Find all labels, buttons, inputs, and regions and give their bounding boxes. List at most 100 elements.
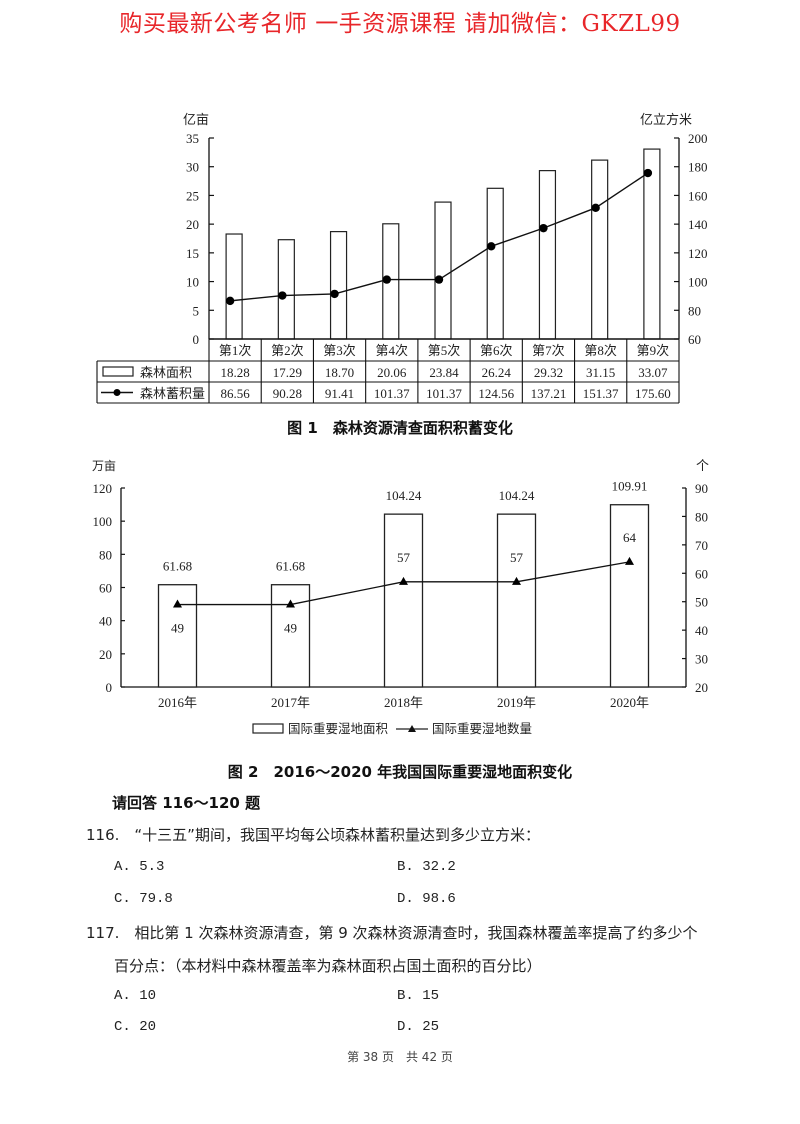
fig2-category: 2018年 xyxy=(384,695,423,710)
fig1-right-tick: 80 xyxy=(688,303,701,318)
fig1-bar xyxy=(486,187,504,340)
fig1-stock-value: 124.56 xyxy=(478,386,514,401)
fig2-point xyxy=(625,556,634,565)
fig1-right-tick: 180 xyxy=(688,160,708,175)
fig2-bar xyxy=(383,513,424,688)
fig1-right-tick: 200 xyxy=(688,131,708,146)
q116-option-a[interactable]: A. 5.3 xyxy=(114,859,165,875)
fig1-point xyxy=(591,203,600,213)
fig1-stock-value: 101.37 xyxy=(374,386,410,401)
fig2-line-label: 49 xyxy=(171,621,184,636)
fig2-right-tick: 70 xyxy=(695,538,708,553)
figure1-chart: 亿亩 亿立方米 0 5 10 15 20 25 30 35 60 80 100 120 140 160 18… xyxy=(96,112,708,404)
fig1-left-tick: 10 xyxy=(186,275,199,290)
fig1-stock-value: 86.56 xyxy=(220,386,250,401)
fig2-bar-label: 104.24 xyxy=(386,488,422,503)
row1-label: 森林面积 xyxy=(140,365,192,380)
fig1-right-tick: 60 xyxy=(688,332,701,347)
fig1-bar xyxy=(434,201,452,340)
fig1-point xyxy=(330,289,339,299)
fig1-area-value: 33.07 xyxy=(638,365,668,380)
fig1-point xyxy=(278,291,287,300)
fig1-left-tick: 30 xyxy=(186,160,199,175)
q116-option-b[interactable]: B. 32.2 xyxy=(397,859,456,875)
fig2-left-tick: 0 xyxy=(106,680,113,695)
fig1-stock-value: 101.37 xyxy=(426,386,462,401)
fig2-line-label: 57 xyxy=(510,550,524,565)
fig2-point xyxy=(512,576,521,585)
fig2-bar-label: 104.24 xyxy=(499,488,535,503)
fig2-right-tick: 90 xyxy=(695,481,708,496)
fig1-area-value: 20.06 xyxy=(377,365,407,380)
fig1-category: 第7次 xyxy=(532,343,565,358)
fig2-point xyxy=(173,599,182,608)
fig2-right-tick: 50 xyxy=(695,595,708,610)
q117-option-b[interactable]: B. 15 xyxy=(397,988,440,1004)
legend-bar-label: 国际重要湿地面积 xyxy=(288,721,388,736)
fig2-right-tick: 80 xyxy=(695,509,708,524)
q117-option-a[interactable]: A. 10 xyxy=(114,988,157,1004)
legend-bar-swatch xyxy=(252,723,284,734)
fig1-left-tick: 15 xyxy=(186,246,199,261)
fig2-bar-label: 109.91 xyxy=(612,479,648,494)
fig1-bar xyxy=(329,231,348,340)
fig2-bar xyxy=(609,504,650,688)
fig1-point xyxy=(434,275,444,284)
fig2-bar-label: 61.68 xyxy=(163,559,192,574)
fig2-right-tick: 40 xyxy=(695,623,708,638)
fig1-left-unit: 亿亩 xyxy=(183,112,209,127)
fig2-category: 2020年 xyxy=(610,695,649,710)
fig2-category: 2019年 xyxy=(497,695,536,710)
fig1-point xyxy=(382,275,391,284)
fig2-left-tick: 60 xyxy=(99,581,112,596)
fig1-area-value: 23.84 xyxy=(429,365,459,380)
fig1-area-value: 18.28 xyxy=(220,365,249,380)
fig1-point xyxy=(539,223,548,233)
fig1-category: 第3次 xyxy=(323,343,356,358)
fig2-right-tick: 20 xyxy=(695,680,708,695)
figure2-caption: 图 2 2016～2020 年我国国际重要湿地面积变化 xyxy=(227,763,573,781)
q117-option-d[interactable]: D. 25 xyxy=(397,1019,440,1035)
question-117-text-line2: 百分点：（本材料中森林覆盖率为森林面积占国土面积的百分比） xyxy=(114,957,542,975)
fig1-category: 第2次 xyxy=(271,343,304,358)
fig2-category: 2017年 xyxy=(271,695,310,710)
fig1-stock-value: 151.37 xyxy=(583,386,619,401)
fig1-category: 第6次 xyxy=(480,343,513,358)
fig2-left-tick: 100 xyxy=(93,514,113,529)
fig1-category: 第4次 xyxy=(376,343,409,358)
fig1-left-tick: 0 xyxy=(193,332,200,347)
legend-line-label: 国际重要湿地数量 xyxy=(432,721,532,736)
fig1-category: 第8次 xyxy=(584,343,617,358)
fig2-bar xyxy=(496,513,537,688)
q117-option-c[interactable]: C. 20 xyxy=(114,1019,157,1035)
fig2-left-unit: 万亩 xyxy=(92,458,116,473)
fig1-right-tick: 100 xyxy=(688,275,708,290)
fig2-bar-label: 61.68 xyxy=(276,559,305,574)
legend-bar-swatch xyxy=(102,366,134,377)
fig2-line-label: 49 xyxy=(284,621,297,636)
fig1-bar xyxy=(538,170,557,340)
fig2-point xyxy=(286,599,295,608)
fig2-right-tick: 60 xyxy=(695,566,708,581)
fig2-left-tick: 20 xyxy=(99,647,112,662)
figure1-caption: 图 1 森林资源清查面积积蓄变化 xyxy=(287,419,513,437)
fig2-left-tick: 120 xyxy=(93,481,113,496)
fig2-right-unit: 个 xyxy=(696,458,709,473)
row2-label: 森林蓄积量 xyxy=(140,386,205,401)
fig1-stock-value: 91.41 xyxy=(325,386,354,401)
fig1-category: 第5次 xyxy=(428,343,461,358)
fig2-category: 2016年 xyxy=(158,695,197,710)
fig1-left-tick: 20 xyxy=(186,217,199,232)
fig1-bar xyxy=(277,239,295,340)
q116-option-c[interactable]: C. 79.8 xyxy=(114,891,173,907)
fig2-legend: 国际重要湿地面积 国际重要湿地数量 xyxy=(252,721,532,736)
circle-marker-icon xyxy=(113,389,121,396)
watermark-banner: 购买最新公考名师 一手资源课程 请加微信：GKZL99 xyxy=(119,11,681,37)
fig1-point xyxy=(225,296,235,306)
q116-option-d[interactable]: D. 98.6 xyxy=(397,891,456,907)
fig1-right-tick: 120 xyxy=(688,246,708,261)
fig1-right-tick: 160 xyxy=(688,188,708,203)
fig1-left-tick: 35 xyxy=(186,131,199,146)
fig1-bar xyxy=(225,233,243,340)
fig2-right-tick: 30 xyxy=(695,652,708,667)
